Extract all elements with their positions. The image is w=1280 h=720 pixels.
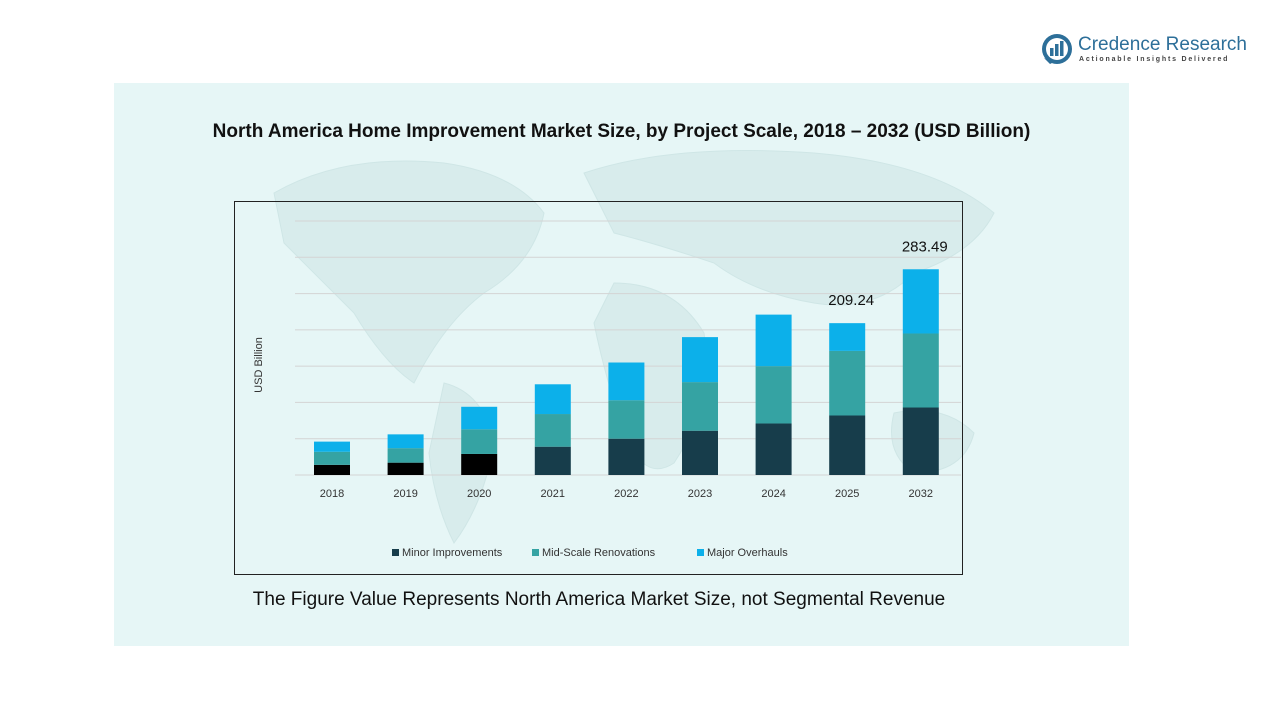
legend-swatch <box>392 549 399 556</box>
x-tick-label: 2018 <box>320 488 344 500</box>
chart-title: North America Home Improvement Market Si… <box>212 121 1031 142</box>
brand-name: Credence Research <box>1078 34 1247 55</box>
bar-segment <box>608 362 645 401</box>
brand-tagline: Actionable Insights Delivered <box>1079 56 1230 63</box>
legend-label: Mid-Scale Renovations <box>542 547 656 559</box>
bar-segment <box>461 453 498 475</box>
bar-segment <box>829 323 866 351</box>
x-tick-label: 2021 <box>541 488 565 500</box>
legend-label: Minor Improvements <box>402 547 503 559</box>
chart-frame: USD Billion 2018 2019 2020 2021 2022 2023 2024 2… <box>234 201 963 575</box>
bar-segment <box>755 366 792 424</box>
bar-segment <box>461 429 498 454</box>
bar-segment <box>534 414 571 447</box>
x-tick-label: 2022 <box>614 488 638 500</box>
chart-footnote: The Figure Value Represents North Americ… <box>252 589 946 610</box>
x-tick-label: 2023 <box>688 488 712 500</box>
bar-segment <box>829 350 866 416</box>
legend-swatch <box>532 549 539 556</box>
legend-label: Major Overhauls <box>707 547 788 559</box>
bar-segment <box>314 451 350 465</box>
bar-segment <box>314 441 350 452</box>
bar-segment <box>682 337 718 383</box>
bar-segment <box>387 462 424 475</box>
bar-segment <box>902 333 939 408</box>
bar-segment <box>829 415 866 475</box>
x-tick-label: 2032 <box>909 488 933 500</box>
x-tick-label: 2025 <box>835 488 859 500</box>
bar-segment <box>682 382 718 431</box>
bar-segment <box>387 448 424 463</box>
bar-segment <box>755 314 792 367</box>
legend-swatch <box>697 549 704 556</box>
brand-logo: Credence Research Actionable Insights De… <box>1040 32 1260 68</box>
credence-logo-icon <box>1042 34 1072 64</box>
stacked-bar-chart: USD Billion 2018 2019 2020 2021 2022 2023 2024 2… <box>253 220 961 559</box>
bar-segment <box>534 446 571 475</box>
bar-segment <box>682 430 718 475</box>
bar-segment <box>314 464 350 475</box>
bar-segment <box>608 438 645 475</box>
bar-segment <box>902 269 939 334</box>
bar-segment <box>608 400 645 439</box>
bar-segment <box>461 406 498 430</box>
total-data-label: 209.24 <box>828 292 874 309</box>
x-tick-label: 2020 <box>467 488 491 500</box>
bar-segment <box>755 423 792 475</box>
chart-panel: North America Home Improvement Market Si… <box>114 83 1129 646</box>
total-data-label: 283.49 <box>902 238 948 255</box>
bar-segment <box>902 407 939 475</box>
x-tick-label: 2024 <box>761 488 785 500</box>
bar-segment <box>534 384 571 415</box>
x-tick-label: 2019 <box>393 488 417 500</box>
y-axis-label: USD Billion <box>253 337 265 393</box>
bar-segment <box>387 434 424 449</box>
